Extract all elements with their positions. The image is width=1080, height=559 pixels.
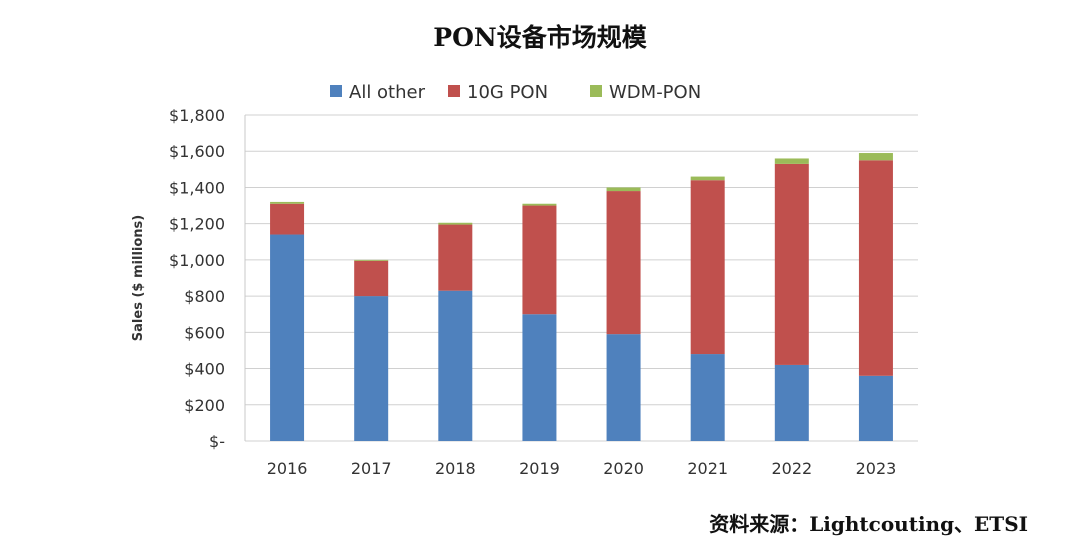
y-tick-label: $400 — [184, 360, 225, 379]
x-tick-label: 2022 — [771, 459, 812, 478]
legend-swatch — [330, 85, 342, 97]
bar-segment-wdm-pon — [690, 176, 725, 181]
bar-segment-wdm-pon — [354, 259, 389, 261]
y-tick-label: $1,600 — [169, 142, 225, 161]
bar-segment-wdm-pon — [522, 203, 557, 206]
bar-segment-10g-pon — [858, 160, 893, 376]
bar-segment-10g-pon — [606, 191, 641, 335]
bar-segment-10g-pon — [270, 203, 305, 235]
legend-label: WDM-PON — [609, 82, 701, 103]
gridlines — [245, 114, 918, 442]
legend-label: 10G PON — [467, 82, 548, 103]
bar-segment-wdm-pon — [858, 153, 893, 161]
legend-swatch — [448, 85, 460, 97]
stacked-bar-chart: All other 10G PON WDM-PON Sales ($ million… — [131, 82, 918, 478]
x-tick-label: 2016 — [267, 459, 308, 478]
bar-segment-all-other — [690, 354, 725, 441]
y-tick-label: $- — [209, 432, 225, 451]
y-tick-label: $1,400 — [169, 178, 225, 197]
y-axis-ticks: $- $200 $400 $600 $800 $1,000 $1,200 $1,400 $1,6… — [169, 106, 225, 451]
y-tick-label: $1,200 — [169, 215, 225, 234]
y-axis-label: Sales ($ millions) — [131, 215, 146, 341]
bar-segment-10g-pon — [690, 180, 725, 355]
bar-segment-all-other — [438, 290, 473, 441]
bar-segment-all-other — [522, 314, 557, 441]
bar-segment-all-other — [606, 334, 641, 441]
y-tick-label: $200 — [184, 396, 225, 415]
bars — [270, 153, 893, 441]
x-tick-label: 2020 — [603, 459, 644, 478]
x-tick-label: 2017 — [351, 459, 392, 478]
legend-label: All other — [349, 82, 426, 103]
x-tick-label: 2023 — [856, 459, 897, 478]
y-tick-label: $1,000 — [169, 251, 225, 270]
source-note: 资料来源：Lightcouting、ETSI — [709, 512, 1028, 536]
bar-segment-wdm-pon — [774, 158, 809, 164]
bar-segment-all-other — [858, 375, 893, 441]
bar-segment-wdm-pon — [438, 222, 473, 225]
legend: All other 10G PON WDM-PON — [330, 82, 701, 103]
y-tick-label: $600 — [184, 323, 225, 342]
chart-title: PON设备市场规模 — [433, 23, 647, 52]
bar-segment-10g-pon — [774, 163, 809, 365]
bar-segment-all-other — [270, 234, 305, 441]
bar-segment-wdm-pon — [270, 201, 305, 204]
y-tick-label: $1,800 — [169, 106, 225, 125]
bar-segment-all-other — [774, 364, 809, 441]
x-tick-label: 2018 — [435, 459, 476, 478]
y-tick-label: $800 — [184, 287, 225, 306]
bar-segment-all-other — [354, 296, 389, 441]
legend-swatch — [590, 85, 602, 97]
x-tick-label: 2019 — [519, 459, 560, 478]
bar-segment-10g-pon — [522, 205, 557, 315]
bar-segment-10g-pon — [438, 224, 473, 291]
x-tick-label: 2021 — [687, 459, 728, 478]
x-axis-ticks: 2016 2017 2018 2019 2020 2021 2022 2023 — [267, 459, 897, 478]
bar-segment-10g-pon — [354, 260, 389, 297]
bar-segment-wdm-pon — [606, 187, 641, 192]
